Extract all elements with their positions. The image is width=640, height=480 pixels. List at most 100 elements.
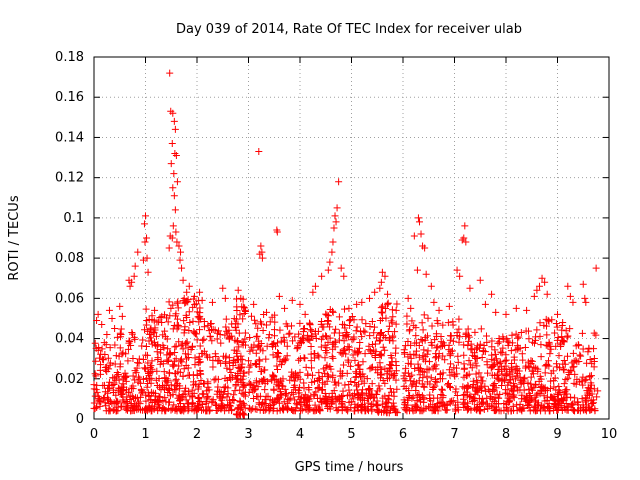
data-point xyxy=(312,334,320,342)
data-point xyxy=(164,318,172,326)
data-point xyxy=(196,304,204,312)
data-point xyxy=(174,368,182,376)
data-point xyxy=(127,342,135,350)
data-point xyxy=(253,405,261,413)
data-point xyxy=(183,288,191,296)
data-point xyxy=(393,385,401,393)
data-point xyxy=(232,410,240,418)
data-point xyxy=(208,337,216,345)
data-point xyxy=(536,319,544,327)
data-point xyxy=(475,406,483,414)
data-point xyxy=(412,324,420,332)
data-point xyxy=(109,374,117,382)
data-point xyxy=(578,395,586,403)
data-point xyxy=(147,362,155,370)
data-point xyxy=(345,358,353,366)
data-point xyxy=(251,316,259,324)
data-point xyxy=(571,394,579,402)
data-point xyxy=(438,398,446,406)
data-point xyxy=(118,312,126,320)
data-point xyxy=(374,387,382,395)
data-point xyxy=(338,372,346,380)
data-point xyxy=(234,320,242,328)
data-point xyxy=(166,351,174,359)
data-point xyxy=(372,334,380,342)
data-point xyxy=(491,394,499,402)
data-point xyxy=(379,309,387,317)
data-point xyxy=(182,311,190,319)
data-point xyxy=(277,388,285,396)
data-point xyxy=(330,329,338,337)
data-point xyxy=(259,326,267,334)
data-point xyxy=(226,373,234,381)
data-point xyxy=(408,394,416,402)
data-point xyxy=(431,336,439,344)
data-point xyxy=(205,327,213,335)
data-point xyxy=(537,341,545,349)
data-point xyxy=(319,385,327,393)
data-point xyxy=(108,314,116,322)
data-point xyxy=(368,349,376,357)
data-point xyxy=(594,387,602,395)
data-point xyxy=(554,334,562,342)
data-point xyxy=(488,402,496,410)
data-point xyxy=(449,337,457,345)
data-point xyxy=(535,377,543,385)
data-point xyxy=(212,375,220,383)
data-point xyxy=(183,297,191,305)
data-point xyxy=(301,354,309,362)
data-point xyxy=(351,407,359,415)
data-point xyxy=(316,375,324,383)
data-point xyxy=(178,264,186,272)
data-point xyxy=(292,386,300,394)
data-point xyxy=(564,282,572,290)
data-point xyxy=(492,350,500,358)
data-point xyxy=(96,402,104,410)
data-point xyxy=(209,356,217,364)
data-point xyxy=(156,314,164,322)
data-point xyxy=(142,406,150,414)
data-point xyxy=(445,379,453,387)
data-point xyxy=(173,315,181,323)
data-point xyxy=(165,244,173,252)
data-point xyxy=(169,325,177,333)
data-point xyxy=(556,388,564,396)
data-point xyxy=(534,389,542,397)
data-point xyxy=(519,356,527,364)
data-point xyxy=(577,352,585,360)
data-point xyxy=(145,392,153,400)
data-point xyxy=(502,403,510,411)
data-point xyxy=(421,333,429,341)
data-point xyxy=(189,393,197,401)
data-point xyxy=(289,373,297,381)
data-point xyxy=(221,383,229,391)
data-point xyxy=(234,286,242,294)
data-point xyxy=(151,397,159,405)
data-point xyxy=(151,306,159,314)
data-point xyxy=(184,344,192,352)
data-point xyxy=(233,315,241,323)
data-point xyxy=(142,405,150,413)
data-point xyxy=(432,403,440,411)
data-point xyxy=(190,329,198,337)
data-point xyxy=(183,338,191,346)
data-point xyxy=(200,390,208,398)
data-point xyxy=(496,391,504,399)
data-point xyxy=(337,264,345,272)
data-point xyxy=(349,395,357,403)
data-point xyxy=(571,407,579,415)
data-point xyxy=(170,322,178,330)
data-point xyxy=(439,339,447,347)
data-point xyxy=(360,327,368,335)
data-point xyxy=(456,272,464,280)
data-point xyxy=(491,346,499,354)
data-point xyxy=(412,382,420,390)
data-point xyxy=(378,268,386,276)
data-point xyxy=(150,317,158,325)
data-point xyxy=(258,254,266,262)
data-point xyxy=(445,302,453,310)
data-point xyxy=(363,375,371,383)
data-point xyxy=(376,351,384,359)
data-point xyxy=(554,310,561,318)
data-point xyxy=(198,349,206,357)
